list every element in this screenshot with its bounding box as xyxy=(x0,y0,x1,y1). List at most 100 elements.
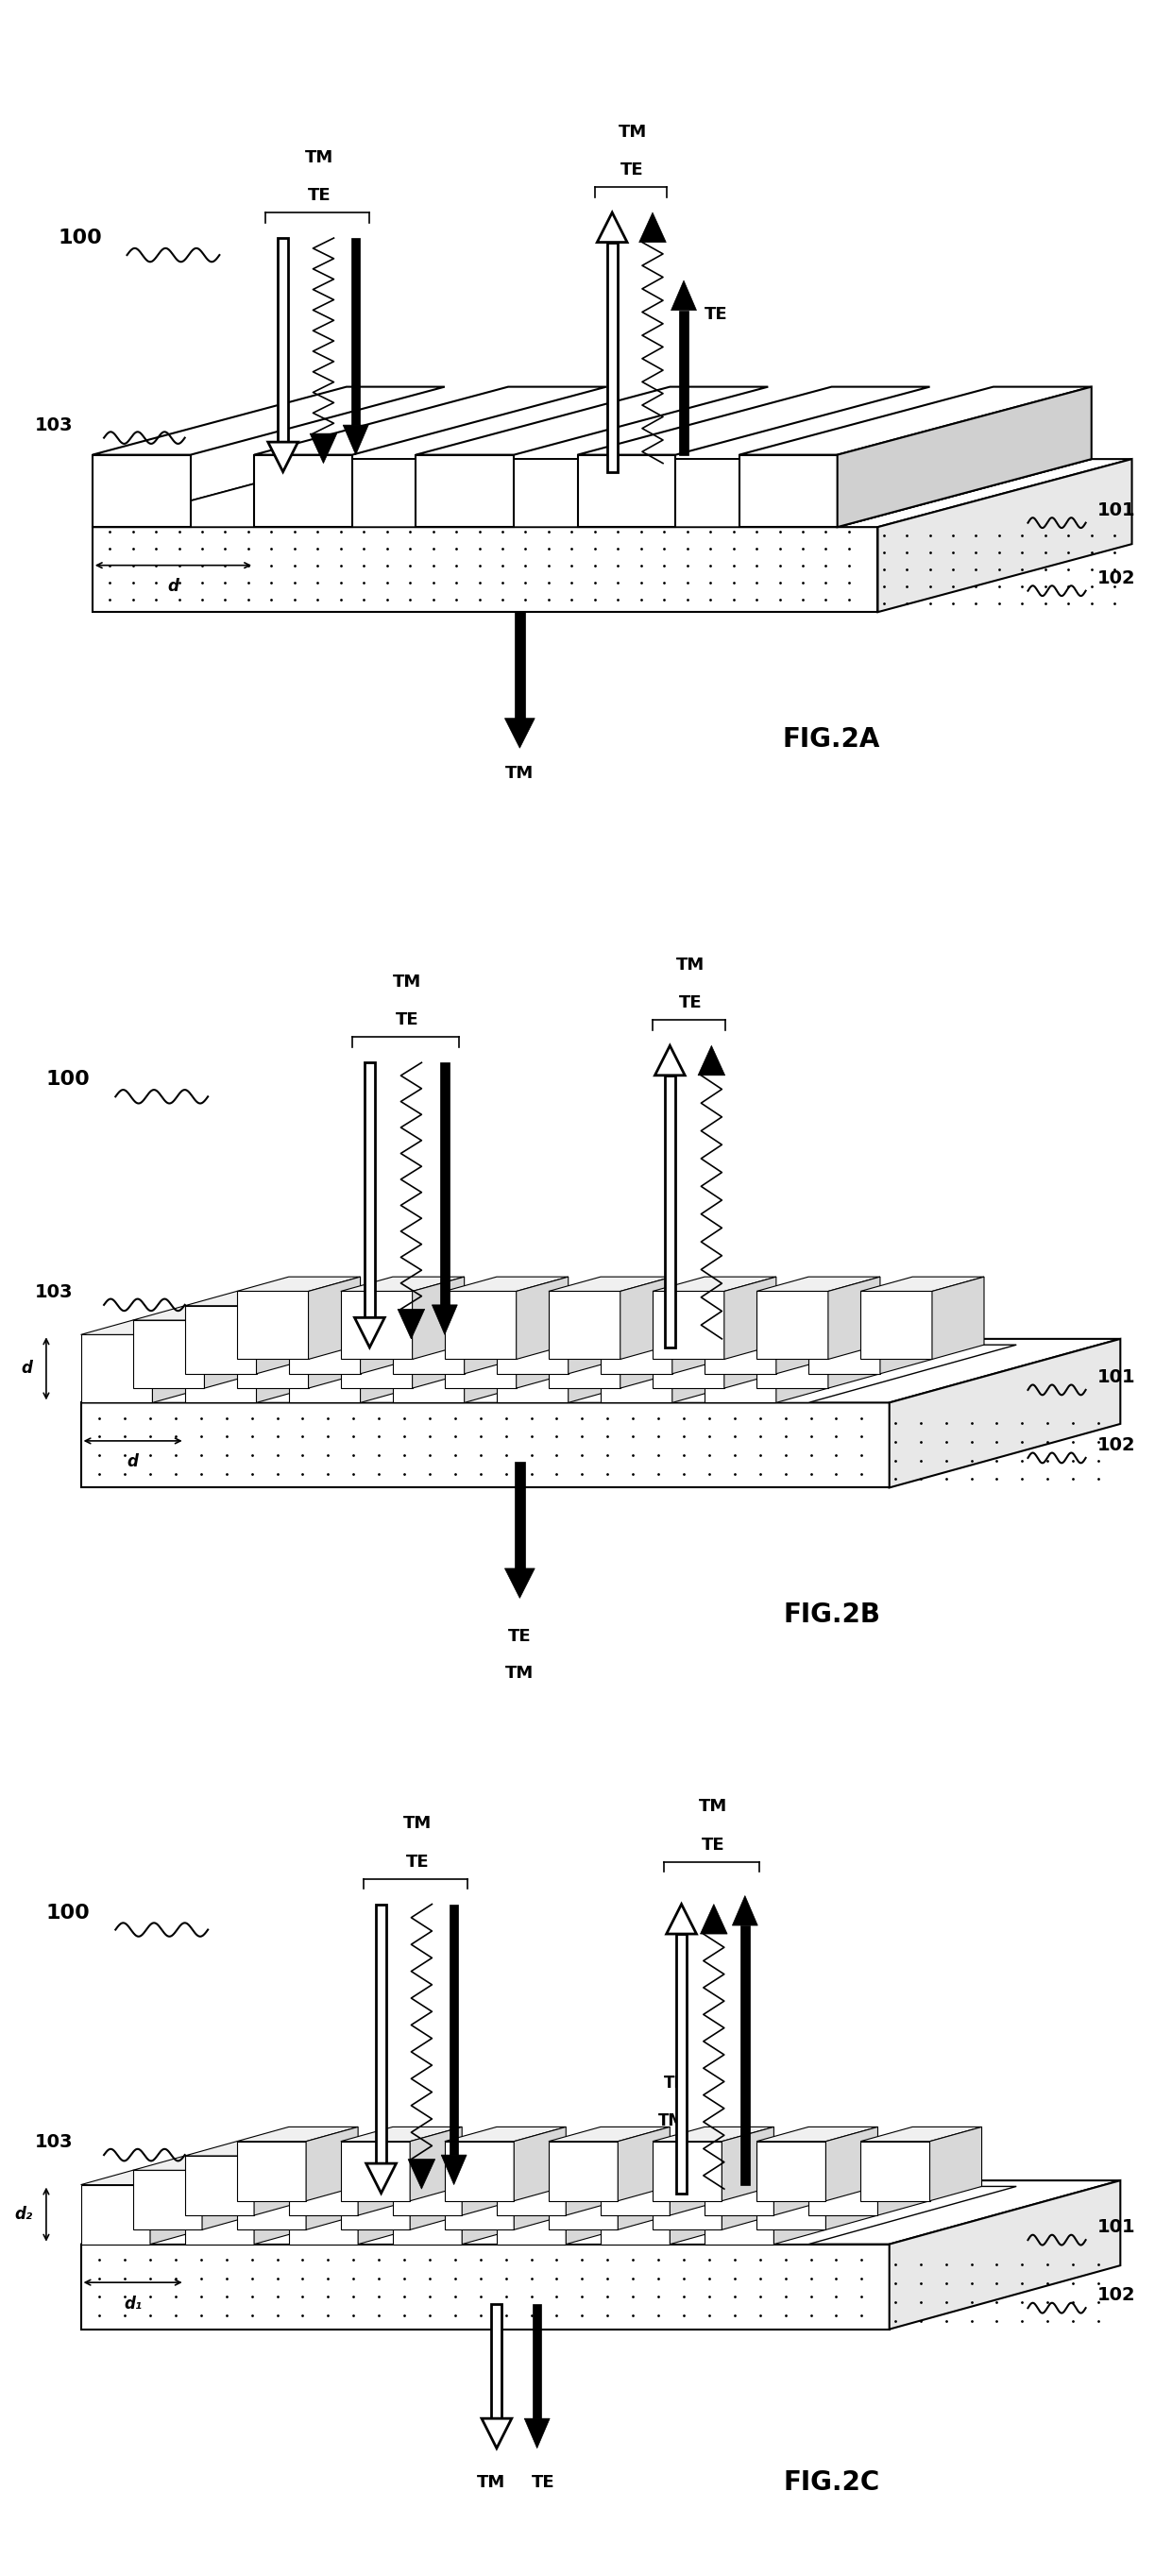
Polygon shape xyxy=(308,1278,360,1360)
Polygon shape xyxy=(653,1278,776,1291)
Polygon shape xyxy=(308,1306,360,1388)
Polygon shape xyxy=(393,2141,514,2156)
Polygon shape xyxy=(254,386,606,456)
Polygon shape xyxy=(360,1291,412,1373)
Polygon shape xyxy=(445,1319,516,1388)
Polygon shape xyxy=(653,2156,774,2169)
Polygon shape xyxy=(81,1401,889,1486)
Polygon shape xyxy=(185,2156,254,2215)
Text: TE: TE xyxy=(620,162,644,178)
Polygon shape xyxy=(774,2141,826,2215)
Polygon shape xyxy=(366,2164,396,2192)
Polygon shape xyxy=(549,2128,670,2141)
Polygon shape xyxy=(289,2169,410,2184)
Text: 102: 102 xyxy=(1097,2287,1135,2303)
Polygon shape xyxy=(837,386,1091,528)
Polygon shape xyxy=(740,1924,750,2184)
Polygon shape xyxy=(150,2169,202,2244)
Text: FIG.2C: FIG.2C xyxy=(783,2468,880,2496)
Polygon shape xyxy=(237,2169,306,2231)
Polygon shape xyxy=(739,456,837,528)
Text: TE: TE xyxy=(405,1852,430,1870)
Polygon shape xyxy=(445,2169,514,2231)
Polygon shape xyxy=(81,1345,1016,1401)
Polygon shape xyxy=(237,1306,360,1319)
Polygon shape xyxy=(601,1291,724,1306)
Polygon shape xyxy=(549,2169,618,2231)
Polygon shape xyxy=(601,2156,670,2215)
Polygon shape xyxy=(289,2141,410,2156)
Polygon shape xyxy=(355,1316,385,1347)
Text: TE: TE xyxy=(531,2473,554,2491)
Polygon shape xyxy=(653,1291,724,1360)
Polygon shape xyxy=(618,2128,670,2200)
Polygon shape xyxy=(445,2156,566,2169)
Text: TE: TE xyxy=(307,188,331,204)
Polygon shape xyxy=(601,2141,722,2156)
Polygon shape xyxy=(497,2169,618,2184)
Polygon shape xyxy=(516,1306,568,1388)
Polygon shape xyxy=(514,2156,566,2231)
Polygon shape xyxy=(578,456,676,528)
Polygon shape xyxy=(254,456,352,528)
Polygon shape xyxy=(133,2169,202,2231)
Polygon shape xyxy=(808,1306,880,1373)
Text: TM: TM xyxy=(477,2473,505,2491)
Polygon shape xyxy=(341,1319,412,1388)
Polygon shape xyxy=(445,1278,568,1291)
Polygon shape xyxy=(268,443,298,471)
Polygon shape xyxy=(432,1306,457,1334)
Polygon shape xyxy=(306,2128,358,2200)
Text: 101: 101 xyxy=(1097,1368,1135,1386)
Polygon shape xyxy=(722,2128,774,2200)
Polygon shape xyxy=(653,2141,722,2200)
Polygon shape xyxy=(416,386,768,456)
Text: TE: TE xyxy=(664,2074,686,2092)
Polygon shape xyxy=(826,2156,878,2231)
Polygon shape xyxy=(351,237,360,425)
Text: TE: TE xyxy=(701,1837,725,1852)
Polygon shape xyxy=(185,1291,308,1306)
Text: TM: TM xyxy=(618,124,647,139)
Polygon shape xyxy=(202,2156,254,2231)
Polygon shape xyxy=(672,1291,724,1373)
Polygon shape xyxy=(601,1306,672,1373)
Polygon shape xyxy=(375,1904,387,2164)
Polygon shape xyxy=(705,1291,828,1306)
Text: 100: 100 xyxy=(46,1069,90,1090)
Polygon shape xyxy=(360,1319,412,1401)
Polygon shape xyxy=(776,1319,828,1401)
Polygon shape xyxy=(930,2128,982,2200)
Polygon shape xyxy=(341,1278,464,1291)
Text: 100: 100 xyxy=(58,229,102,247)
Polygon shape xyxy=(445,2141,514,2200)
Polygon shape xyxy=(653,1319,724,1388)
Text: TM: TM xyxy=(403,1816,432,1832)
Text: d₁: d₁ xyxy=(124,2295,142,2313)
Polygon shape xyxy=(705,2169,826,2184)
Polygon shape xyxy=(672,1319,724,1401)
Polygon shape xyxy=(705,1334,776,1401)
Polygon shape xyxy=(464,1291,516,1373)
Polygon shape xyxy=(889,2179,1120,2329)
Polygon shape xyxy=(92,459,1132,528)
Polygon shape xyxy=(408,2159,435,2190)
Text: 101: 101 xyxy=(1097,2218,1135,2236)
Polygon shape xyxy=(491,2303,502,2419)
Polygon shape xyxy=(757,1319,828,1388)
Text: 102: 102 xyxy=(1097,569,1135,587)
Polygon shape xyxy=(808,2141,930,2156)
Polygon shape xyxy=(497,2184,566,2244)
Polygon shape xyxy=(254,2169,306,2244)
Polygon shape xyxy=(566,2169,618,2244)
Polygon shape xyxy=(440,1061,449,1306)
Polygon shape xyxy=(364,1061,375,1316)
Polygon shape xyxy=(237,2128,358,2141)
Polygon shape xyxy=(860,1278,984,1291)
Polygon shape xyxy=(254,2141,306,2215)
Polygon shape xyxy=(757,1291,828,1360)
Polygon shape xyxy=(256,1319,308,1401)
Polygon shape xyxy=(185,1334,256,1401)
Polygon shape xyxy=(618,2156,670,2231)
Polygon shape xyxy=(393,2156,462,2215)
